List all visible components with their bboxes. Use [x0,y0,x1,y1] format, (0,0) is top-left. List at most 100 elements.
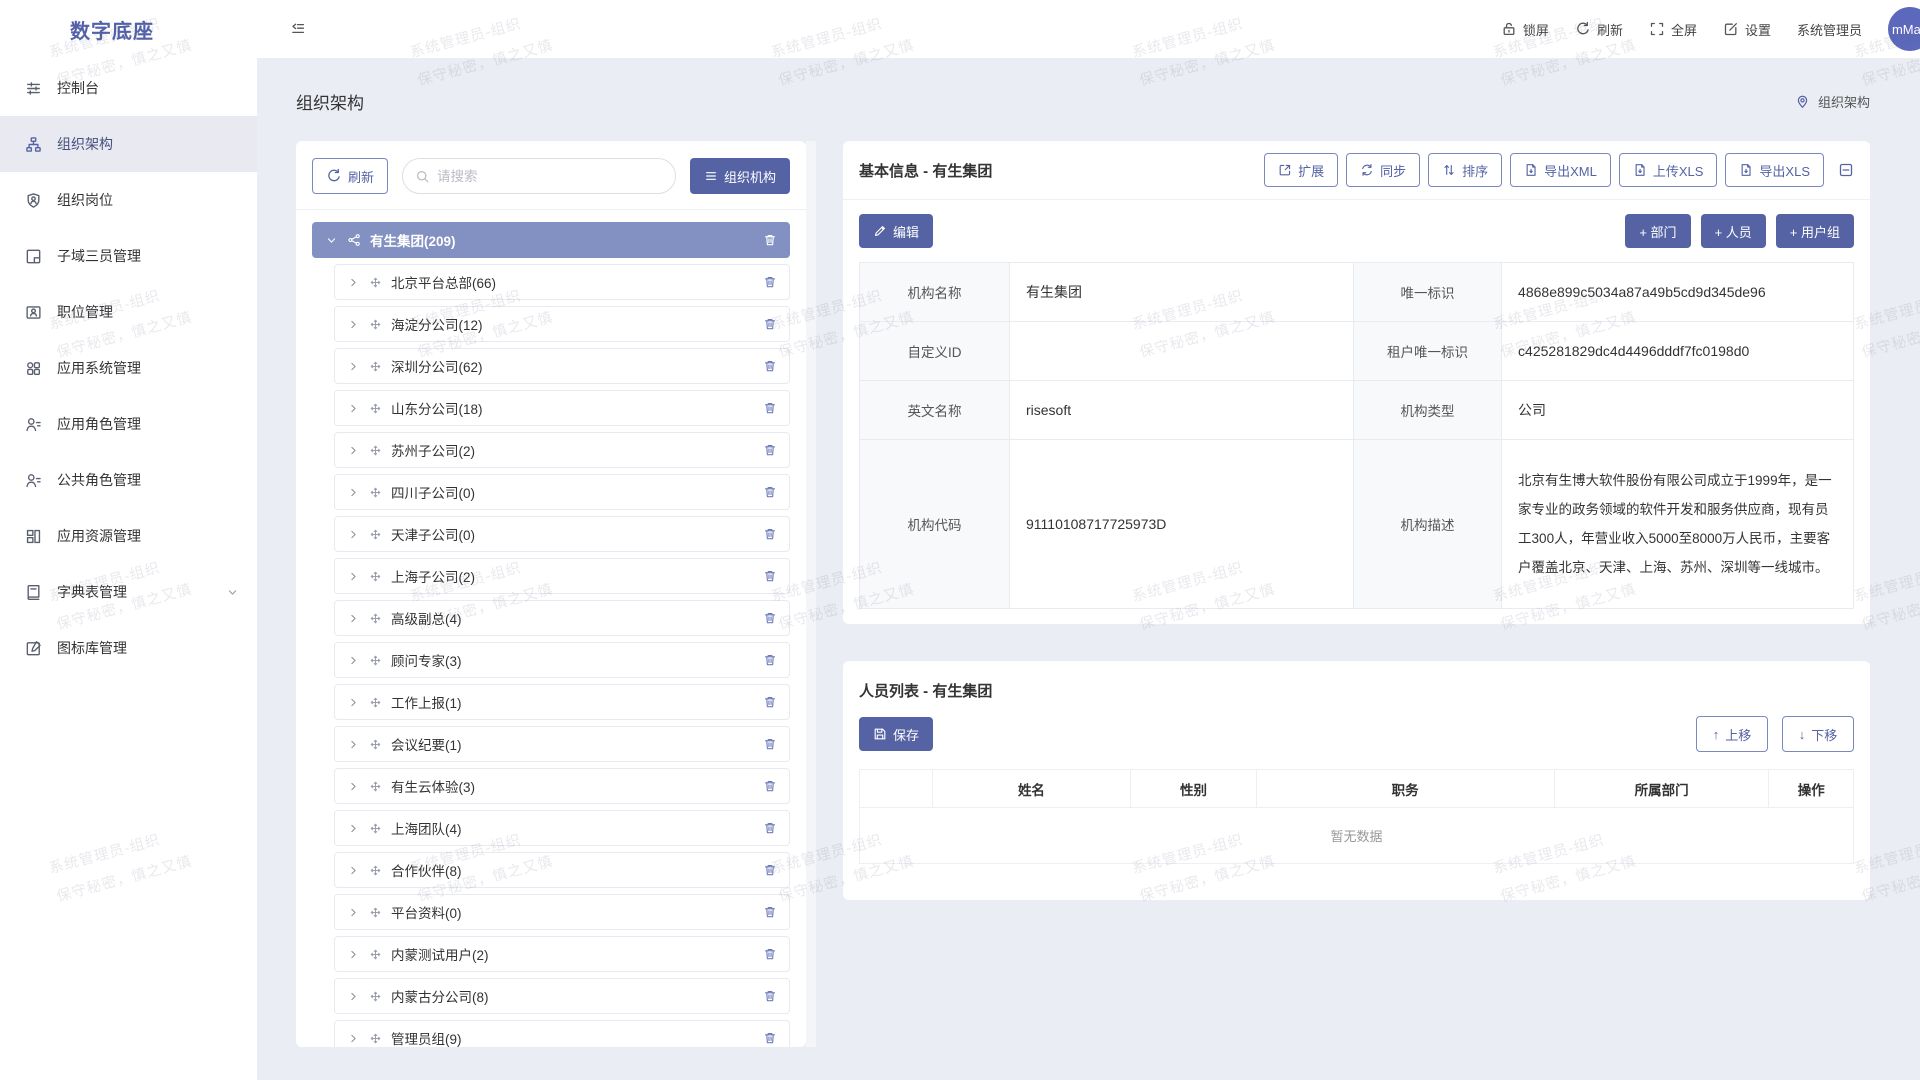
drag-handle-icon[interactable] [369,990,382,1003]
chevron-right-icon[interactable] [347,990,360,1003]
drag-handle-icon[interactable] [369,1032,382,1045]
drag-handle-icon[interactable] [369,486,382,499]
tree-scrollbar[interactable] [806,141,843,1047]
drag-handle-icon[interactable] [369,528,382,541]
drag-handle-icon[interactable] [369,318,382,331]
chevron-down-icon[interactable] [325,234,338,247]
sidebar-item-字典表管理[interactable]: 字典表管理 [0,564,257,620]
add-person-button[interactable]: + 人员 [1700,214,1766,248]
tree-node[interactable]: 高级副总(4) [334,600,790,636]
trash-icon[interactable] [763,317,777,331]
chevron-right-icon[interactable] [347,654,360,667]
drag-handle-icon[interactable] [369,570,382,583]
导出XLS-button[interactable]: 导出XLS [1725,153,1824,187]
扩展-button[interactable]: 扩展 [1264,153,1339,187]
trash-icon[interactable] [763,401,777,415]
sidebar-item-组织架构[interactable]: 组织架构 [0,116,257,172]
tree-node[interactable]: 上海团队(4) [334,810,790,846]
drag-handle-icon[interactable] [369,612,382,625]
trash-icon[interactable] [763,527,777,541]
trash-icon[interactable] [763,863,777,877]
chevron-right-icon[interactable] [347,864,360,877]
drag-handle-icon[interactable] [369,276,382,289]
tree-node[interactable]: 天津子公司(0) [334,516,790,552]
save-button[interactable]: 保存 [859,717,934,751]
trash-icon[interactable] [763,359,777,373]
sidebar-item-子域三员管理[interactable]: 子域三员管理 [0,228,257,284]
drag-handle-icon[interactable] [369,402,382,415]
move-down-button[interactable]: ↓ 下移 [1782,716,1854,752]
chevron-right-icon[interactable] [347,1032,360,1045]
edit-button[interactable]: 编辑 [859,214,934,248]
avatar[interactable]: mMan [1888,7,1920,51]
trash-icon[interactable] [763,275,777,289]
sidebar-item-图标库管理[interactable]: 图标库管理 [0,620,257,676]
refresh-action[interactable]: 刷新 [1575,20,1623,39]
menu-fold-icon[interactable] [290,21,306,37]
tree-node[interactable]: 山东分公司(18) [334,390,790,426]
tree-node[interactable]: 管理员组(9) [334,1020,790,1047]
drag-handle-icon[interactable] [369,654,382,667]
chevron-right-icon[interactable] [347,948,360,961]
tree-node[interactable]: 内蒙测试用户(2) [334,936,790,972]
chevron-right-icon[interactable] [347,444,360,457]
trash-icon[interactable] [763,1031,777,1045]
trash-icon[interactable] [763,611,777,625]
drag-handle-icon[interactable] [369,696,382,709]
排序-button[interactable]: 排序 [1428,153,1503,187]
chevron-right-icon[interactable] [347,318,360,331]
上传XLS-button[interactable]: 上传XLS [1618,153,1718,187]
sidebar-item-应用资源管理[interactable]: 应用资源管理 [0,508,257,564]
drag-handle-icon[interactable] [369,948,382,961]
tree-node[interactable]: 会议纪要(1) [334,726,790,762]
sidebar-item-应用系统管理[interactable]: 应用系统管理 [0,340,257,396]
trash-icon[interactable] [763,821,777,835]
chevron-right-icon[interactable] [347,276,360,289]
drag-handle-icon[interactable] [369,360,382,373]
chevron-right-icon[interactable] [347,360,360,373]
tree-node-root[interactable]: 有生集团(209) [312,222,790,258]
drag-handle-icon[interactable] [369,444,382,457]
sidebar-item-组织岗位[interactable]: 组织岗位 [0,172,257,228]
tree-search-input[interactable] [437,168,663,184]
导出XML-button[interactable]: 导出XML [1510,153,1611,187]
tree-node[interactable]: 四川子公司(0) [334,474,790,510]
tree-node[interactable]: 有生云体验(3) [334,768,790,804]
chevron-right-icon[interactable] [347,612,360,625]
drag-handle-icon[interactable] [369,780,382,793]
trash-icon[interactable] [763,653,777,667]
add-department-button[interactable]: + 部门 [1625,214,1691,248]
tree-node[interactable]: 顾问专家(3) [334,642,790,678]
tree-node[interactable]: 海淀分公司(12) [334,306,790,342]
chevron-right-icon[interactable] [347,528,360,541]
tree-node[interactable]: 北京平台总部(66) [334,264,790,300]
current-user[interactable]: 系统管理员 [1796,22,1862,38]
trash-icon[interactable] [763,989,777,1003]
collapse-panel-icon[interactable] [1838,162,1854,178]
trash-icon[interactable] [763,905,777,919]
chevron-right-icon[interactable] [347,696,360,709]
tree-node[interactable]: 内蒙古分公司(8) [334,978,790,1014]
add-usergroup-button[interactable]: + 用户组 [1775,214,1854,248]
chevron-right-icon[interactable] [347,738,360,751]
trash-icon[interactable] [763,569,777,583]
sidebar-item-应用角色管理[interactable]: 应用角色管理 [0,396,257,452]
sidebar-item-公共角色管理[interactable]: 公共角色管理 [0,452,257,508]
同步-button[interactable]: 同步 [1346,153,1421,187]
lock-action[interactable]: 锁屏 [1501,20,1549,39]
tree-node[interactable]: 深圳分公司(62) [334,348,790,384]
trash-icon[interactable] [763,485,777,499]
chevron-right-icon[interactable] [347,780,360,793]
sidebar-item-职位管理[interactable]: 职位管理 [0,284,257,340]
tree-node[interactable]: 平台资料(0) [334,894,790,930]
tree-node[interactable]: 上海子公司(2) [334,558,790,594]
trash-icon[interactable] [763,947,777,961]
trash-icon[interactable] [763,737,777,751]
drag-handle-icon[interactable] [369,822,382,835]
fullscreen-action[interactable]: 全屏 [1649,20,1697,39]
tree-node[interactable]: 工作上报(1) [334,684,790,720]
settings-action[interactable]: 设置 [1723,20,1771,39]
move-up-button[interactable]: ↑ 上移 [1696,716,1768,752]
org-type-button[interactable]: 组织机构 [689,158,790,194]
tree-refresh-button[interactable]: 刷新 [312,158,389,194]
